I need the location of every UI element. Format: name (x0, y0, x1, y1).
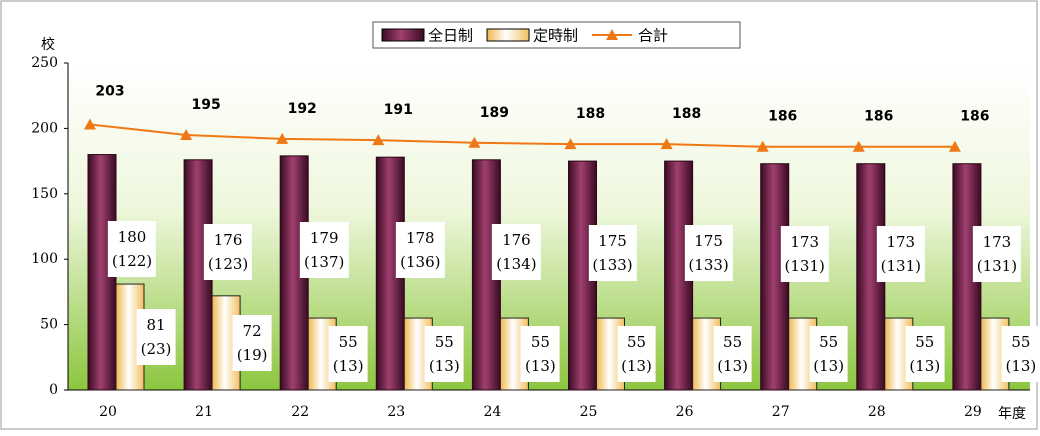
marker (84, 118, 96, 130)
value-label: 55 (13) (713, 326, 752, 383)
value-label: 178 (136) (396, 222, 445, 279)
legend-swatch (381, 28, 425, 42)
x-axis-label: 年度 (998, 406, 1026, 422)
legend-box (372, 21, 741, 49)
marker (948, 140, 961, 152)
value-label: 186 (864, 109, 893, 125)
marker (564, 138, 577, 150)
value-label: 186 (960, 109, 989, 125)
value-label: 81 (23) (136, 309, 176, 366)
legend-label: 合計 (638, 27, 668, 45)
value-label: 175 (133) (588, 224, 637, 281)
value-label: 55 (13) (809, 326, 849, 383)
value-label: 180 (122) (107, 220, 157, 277)
legend-label: 全日制 (428, 27, 473, 45)
value-label: 188 (576, 106, 605, 122)
value-label: 189 (480, 105, 509, 121)
marker (372, 134, 385, 146)
marker (660, 138, 673, 150)
value-label: 173 (131) (876, 226, 925, 283)
marker (276, 132, 289, 144)
value-label: 173 (131) (972, 226, 1022, 283)
x-tick-label: 20 (99, 404, 117, 420)
y-axis-label: 校 (41, 36, 55, 53)
x-tick-label: 27 (772, 404, 790, 420)
value-label: 55 (13) (328, 326, 368, 383)
value-label: 55 (13) (905, 326, 945, 383)
marker (180, 128, 193, 140)
y-tick-label: 0 (49, 382, 58, 398)
value-label: 55 (13) (1001, 326, 1040, 383)
value-label: 179 (137) (300, 221, 349, 278)
value-label: 188 (672, 106, 701, 122)
x-tick-label: 22 (291, 404, 309, 420)
value-label: 55 (13) (617, 326, 656, 383)
value-label: 72 (19) (232, 314, 272, 371)
value-label: 175 (133) (684, 224, 733, 281)
line (89, 123, 955, 148)
value-label: 55 (13) (424, 326, 464, 383)
x-tick-label: 29 (964, 404, 982, 420)
legend-swatch (486, 28, 530, 42)
x-tick-label: 24 (483, 404, 501, 420)
y-tick-label: 50 (40, 317, 58, 333)
x-tick-label: 25 (580, 404, 598, 420)
legend-swatch (606, 29, 619, 40)
value-label: 176 (134) (492, 223, 541, 280)
value-label: 176 (123) (203, 223, 253, 280)
value-label: 55 (13) (520, 326, 560, 383)
legend-label: 定時制 (533, 27, 578, 45)
value-label: 191 (384, 102, 413, 118)
value-label: 195 (191, 97, 220, 113)
value-label: 203 (95, 83, 124, 99)
x-tick-label: 26 (676, 404, 694, 420)
y-tick-label: 100 (31, 251, 58, 267)
x-tick-label: 28 (868, 404, 886, 420)
marker (852, 140, 865, 152)
x-tick-label: 21 (195, 404, 213, 420)
marker (756, 140, 769, 152)
y-tick-label: 250 (31, 55, 58, 71)
y-tick-label: 200 (31, 120, 58, 136)
value-label: 186 (768, 109, 797, 125)
value-label: 173 (131) (780, 226, 829, 283)
x-tick-label: 23 (387, 404, 405, 420)
marker (468, 136, 481, 148)
value-label: 192 (288, 101, 317, 117)
y-tick-label: 150 (31, 186, 58, 202)
